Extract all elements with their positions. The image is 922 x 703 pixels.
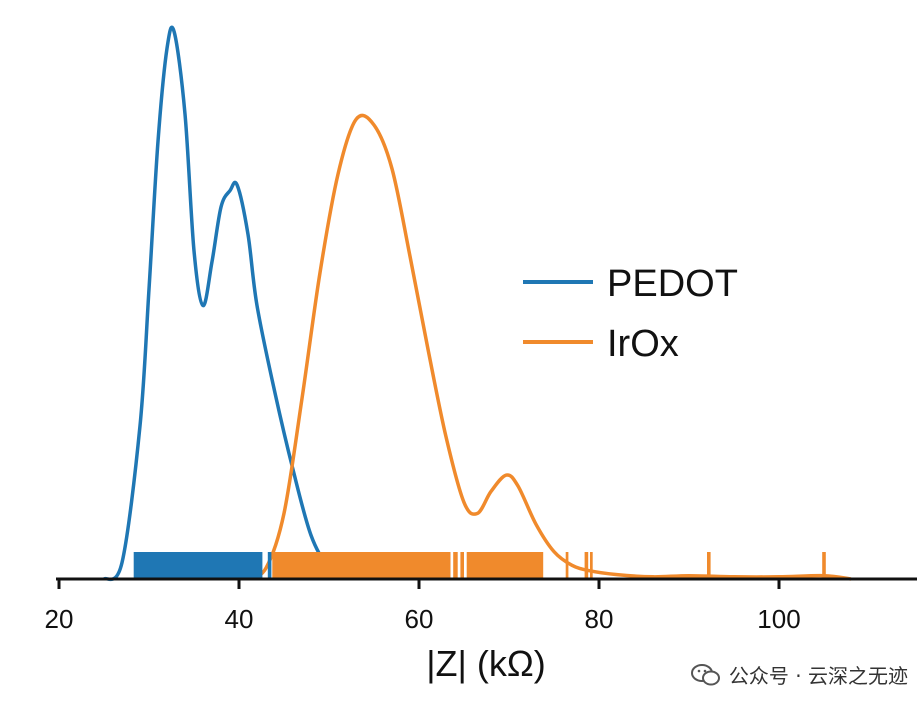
- rug-mark-irox: [272, 552, 451, 578]
- x-tick-label: 100: [757, 604, 800, 634]
- series-line-pedot: [102, 25, 348, 582]
- rug-mark-irox: [822, 552, 826, 578]
- x-axis-title: |Z| (kΩ): [426, 643, 546, 684]
- rug-mark-irox: [460, 552, 464, 578]
- legend-label-irox: IrOx: [607, 323, 679, 365]
- wechat-icon: [690, 663, 720, 685]
- rug-mark-irox: [565, 552, 569, 578]
- rug-mark-pedot: [267, 552, 272, 578]
- rug-mark-irox: [707, 552, 711, 578]
- x-tick-label: 40: [225, 604, 254, 634]
- x-tick-label: 20: [45, 604, 74, 634]
- x-tick-label: 80: [585, 604, 614, 634]
- rug-mark-irox: [453, 552, 458, 578]
- legend: PEDOT IrOx: [523, 263, 738, 365]
- rug-mark-irox: [466, 552, 544, 578]
- watermark: 公众号 · 云深之无迹: [690, 660, 908, 689]
- x-axis-ticks: 20 40 60 80 100: [45, 579, 801, 634]
- rug-mark-irox: [590, 552, 593, 578]
- density-curves: [102, 25, 852, 582]
- series-line-irox: [247, 113, 852, 581]
- watermark-text: 公众号 · 云深之无迹: [728, 664, 908, 688]
- rug-marks: [133, 552, 826, 578]
- x-tick-label: 60: [405, 604, 434, 634]
- legend-label-pedot: PEDOT: [607, 263, 738, 305]
- rug-mark-irox: [584, 552, 589, 578]
- rug-mark-pedot: [133, 552, 263, 578]
